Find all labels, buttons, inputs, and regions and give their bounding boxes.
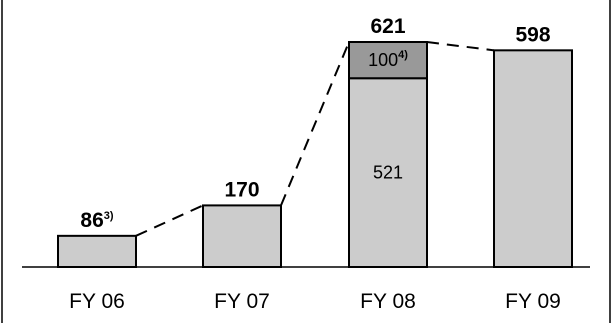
bar-fy-06-segment-0 (57, 234, 137, 268)
bar-fy-08-segment-1 (348, 41, 428, 80)
x-tick-fy-08: FY 08 (360, 290, 416, 313)
value-labels: 521 1004) 863) 170 621 598 (80, 15, 550, 232)
segment-label-fy-08-1-footnote: 4) (398, 49, 408, 61)
total-label-fy-07-value: 170 (224, 178, 259, 201)
connector-fy-08-to-fy-09 (426, 41, 495, 52)
bar-fy-08-segment-0 (348, 77, 428, 268)
connector-fy-07-to-fy-08 (280, 41, 350, 206)
segment-label-fy-08-0-value: 521 (373, 163, 403, 183)
total-label-fy-06: 863) (80, 209, 113, 232)
bar-fy-09-segment-0 (493, 49, 573, 269)
bars (57, 41, 573, 269)
segment-label-fy-08-1: 1004) (368, 49, 408, 70)
x-tick-labels: FY 06 FY 07 FY 08 FY 09 (69, 290, 561, 313)
total-label-fy-07: 170 (224, 178, 259, 201)
total-label-fy-09-value: 598 (515, 23, 550, 46)
bar-fy-07-segment-0 (202, 204, 282, 268)
total-label-fy-09: 598 (515, 23, 550, 46)
segment-label-fy-08-0: 521 (373, 163, 403, 183)
total-label-fy-08-value: 621 (370, 15, 405, 38)
dashed-connectors (135, 41, 495, 237)
total-label-fy-06-value: 86 (80, 209, 103, 232)
segment-label-fy-08-1-value: 100 (368, 50, 398, 70)
x-tick-fy-09: FY 09 (505, 290, 561, 313)
x-tick-fy-07: FY 07 (214, 290, 270, 313)
total-label-fy-08: 621 (370, 15, 405, 38)
connector-fy-06-to-fy-07 (135, 204, 204, 237)
x-tick-fy-06: FY 06 (69, 290, 125, 313)
total-label-fy-06-footnote: 3) (104, 210, 114, 222)
